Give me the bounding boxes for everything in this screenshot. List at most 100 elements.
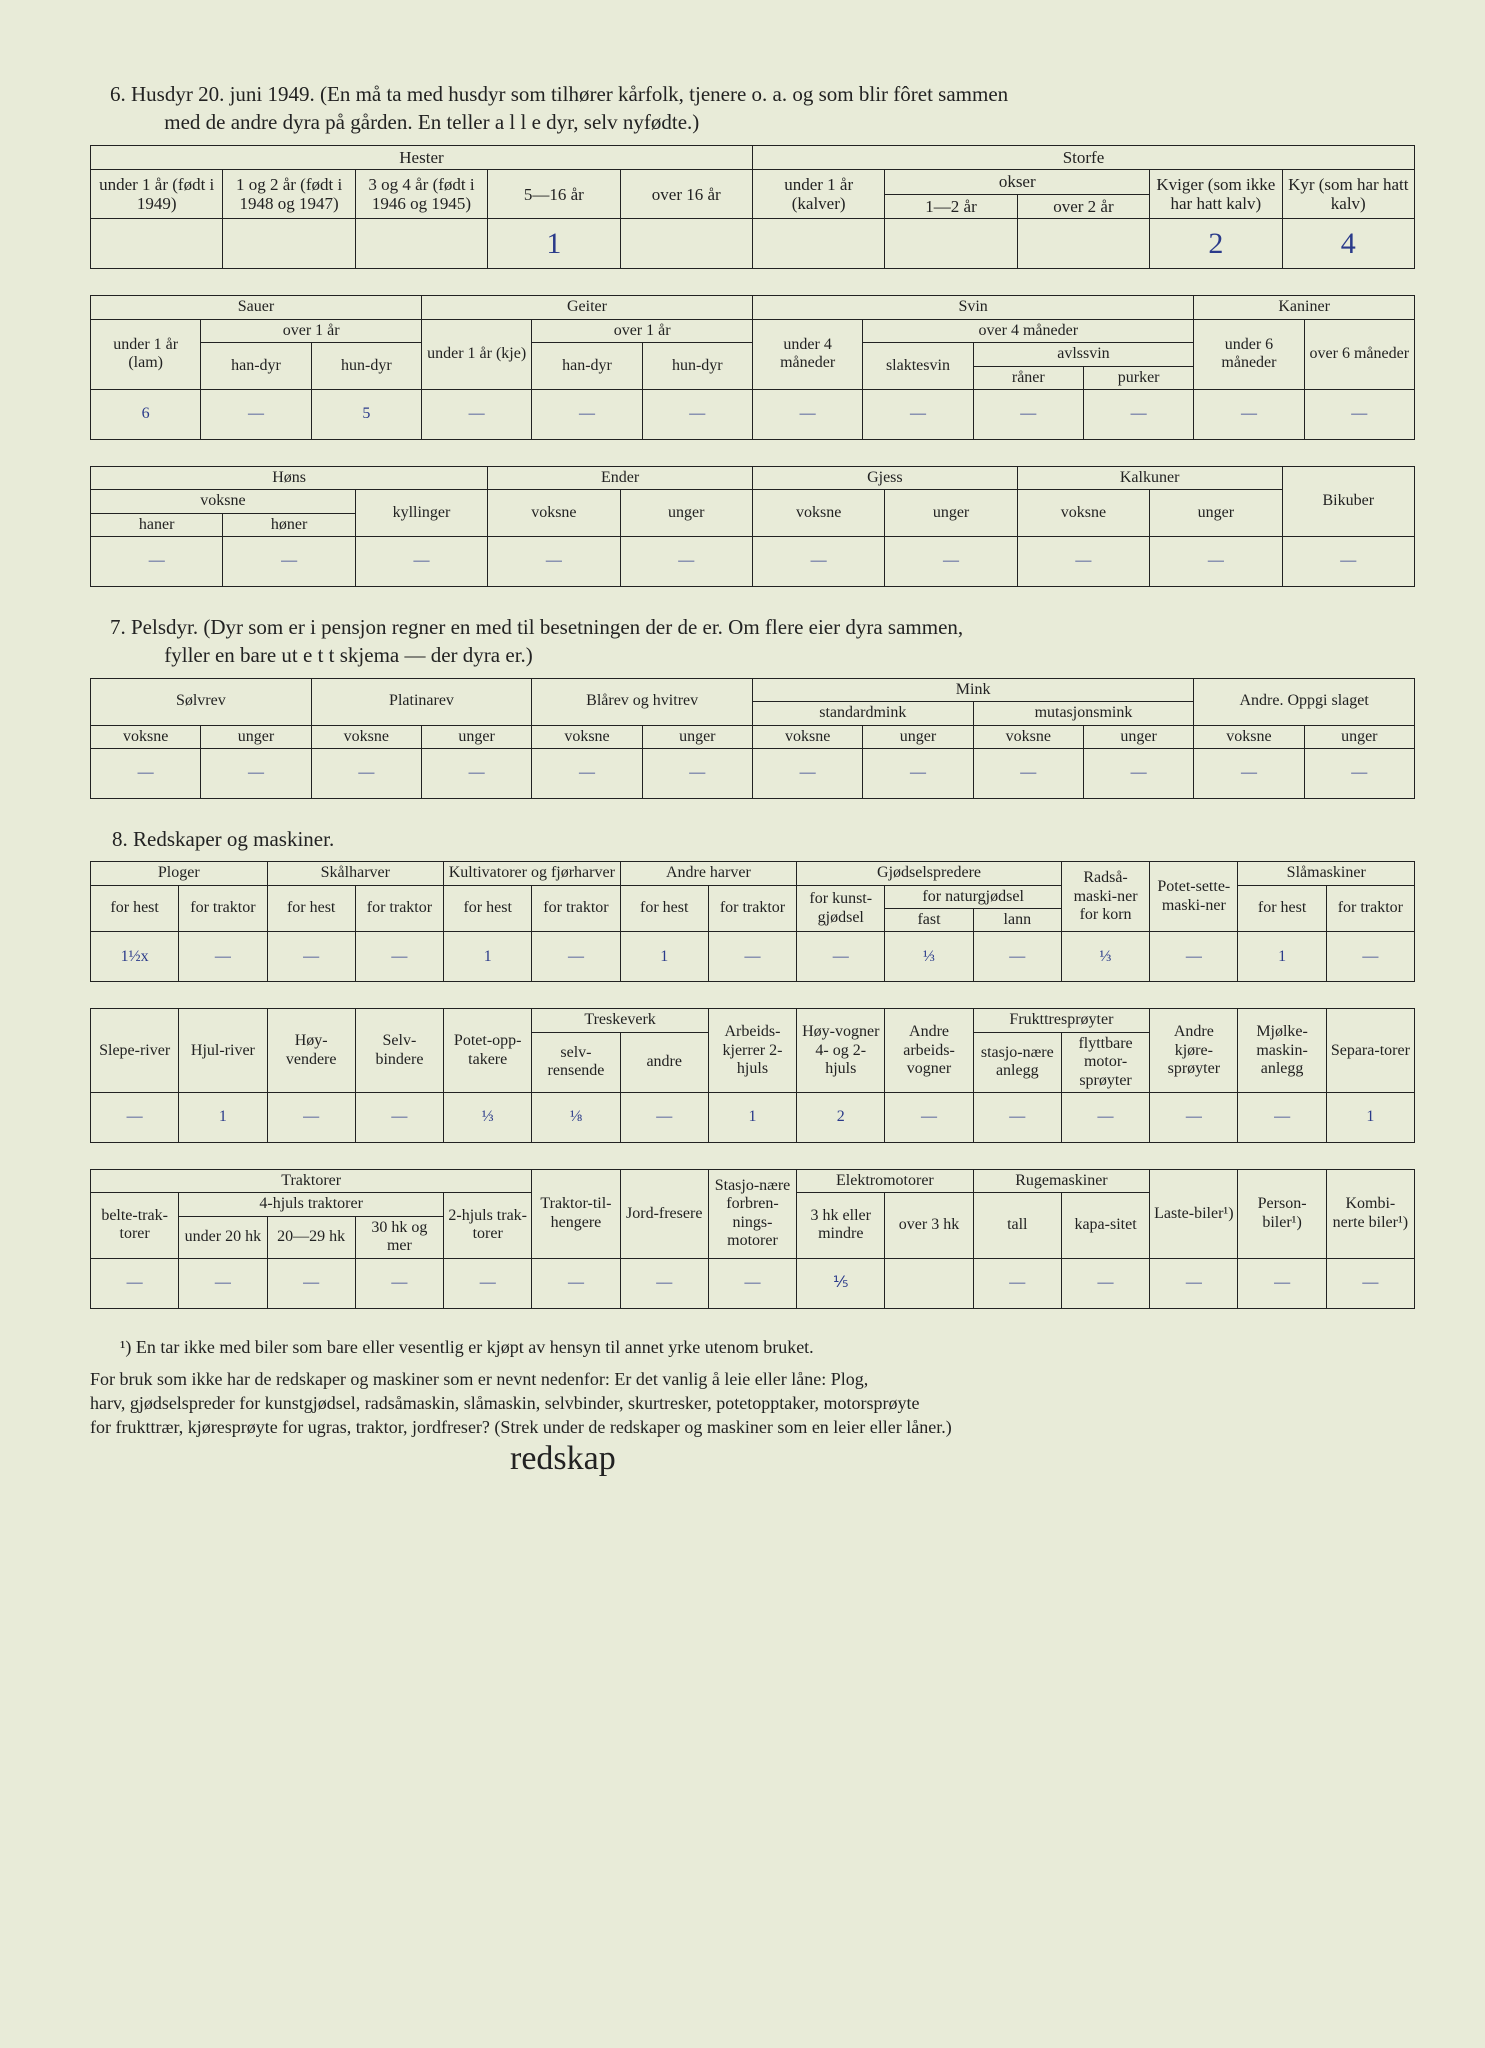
v8b-8: 2 (797, 1093, 885, 1143)
v8a-8: — (797, 932, 885, 982)
v6a-3: 1 (488, 219, 620, 269)
th-hester: Hester (91, 145, 753, 170)
h4: 5—16 år (488, 170, 620, 219)
v6a-8: 2 (1150, 219, 1282, 269)
v2b1: råner (973, 366, 1083, 389)
v8b-11: — (1061, 1093, 1149, 1143)
kjorespr: Andre kjøre-sprøyter (1150, 1009, 1238, 1093)
p-fh: for hest (91, 885, 179, 932)
ruge: Rugemaskiner (973, 1170, 1150, 1193)
gjodsel: Gjødselspredere (797, 862, 1062, 885)
document-page: 6. Husdyr 20. juni 1949. (En må ta med h… (0, 0, 1485, 2048)
tilheng: Traktor-til-hengere (532, 1170, 620, 1259)
g2a: han-dyr (532, 343, 642, 390)
v6b-4: — (532, 389, 642, 439)
v2a: slaktesvin (863, 343, 973, 390)
v8c-14: — (1326, 1258, 1414, 1308)
v8a-13: 1 (1238, 932, 1326, 982)
h9: Kyr (som har hatt kalv) (1282, 170, 1414, 219)
solvrev: Sølvrev (91, 678, 312, 725)
sec8-num: 8. (112, 827, 128, 851)
v8b-14: 1 (1326, 1093, 1414, 1143)
sec8-t: Redskaper og maskiner. (133, 827, 334, 851)
arbeid: Arbeids-kjerrer 2-hjuls (708, 1009, 796, 1093)
v8b-3: — (355, 1093, 443, 1143)
f2a: For bruk som ikke har de redskaper og ma… (90, 1369, 868, 1389)
andre-slag: Andre. Oppgi slaget (1194, 678, 1415, 725)
v7-3: — (421, 748, 531, 798)
u20: under 20 hk (179, 1216, 267, 1258)
g-ender: Ender (488, 466, 753, 489)
v6c-9: — (1282, 537, 1414, 587)
v8b-0: — (91, 1093, 179, 1143)
v6c-4: — (620, 537, 752, 587)
h6: under 1 år (kalver) (752, 170, 884, 219)
h1: under 1 år (født i 1949) (91, 170, 223, 219)
tall: tall (973, 1193, 1061, 1258)
p-v6: voksne (1194, 725, 1304, 748)
table-8b: Slepe-river Hjul-river Høy-vendere Selv-… (90, 1008, 1415, 1143)
v8c-6: — (620, 1258, 708, 1308)
v6c-5: — (752, 537, 884, 587)
v8c-4: — (444, 1258, 532, 1308)
v2b: avlssvin (973, 343, 1194, 366)
v7-5: — (642, 748, 752, 798)
v6b-2: 5 (311, 389, 421, 439)
v6c-0: — (91, 537, 223, 587)
p-u2: unger (421, 725, 531, 748)
eo3: over 3 hk (885, 1193, 973, 1258)
v7-6: — (752, 748, 862, 798)
v7-4: — (532, 748, 642, 798)
g2b: hun-dyr (642, 343, 752, 390)
v6b-10: — (1194, 389, 1304, 439)
h3: 3 og 4 år (født i 1946 og 1945) (355, 170, 487, 219)
v8c-13: — (1238, 1258, 1326, 1308)
e3: 3 hk eller mindre (797, 1193, 885, 1258)
elektro: Elektromotorer (797, 1170, 974, 1193)
gjess-u: unger (885, 490, 1017, 537)
v8c-7: — (708, 1258, 796, 1308)
g-gjess: Gjess (752, 466, 1017, 489)
p-u4: unger (863, 725, 973, 748)
v8c-1: — (179, 1258, 267, 1308)
section6-title-l2: med de andre dyra på gården. En teller a… (164, 110, 699, 134)
p-u3: unger (642, 725, 752, 748)
sec7-t2: fyller en bare ut e t t skjema — der dyr… (164, 643, 533, 667)
ender-v: voksne (488, 490, 620, 537)
table-6b: Sauer Geiter Svin Kaniner under 1 år (la… (90, 295, 1415, 440)
p-v3: voksne (532, 725, 642, 748)
s2a: han-dyr (201, 343, 311, 390)
v2: over 4 måneder (863, 319, 1194, 342)
platinarev: Platinarev (311, 678, 532, 725)
v8b-10: — (973, 1093, 1061, 1143)
v6b-9: — (1083, 389, 1193, 439)
v8a-6: 1 (620, 932, 708, 982)
footnote1: ¹) En tar ikke med biler som bare eller … (90, 1335, 1415, 1359)
v6c-8: — (1150, 537, 1282, 587)
v8c-10: — (973, 1258, 1061, 1308)
fast: fast (885, 909, 973, 932)
g-kaniner: Kaniner (1194, 296, 1415, 319)
ku-fh: for hest (444, 885, 532, 932)
p-u6: unger (1304, 725, 1414, 748)
v7-0: — (91, 748, 201, 798)
skalh: Skålharver (267, 862, 444, 885)
g-geiter: Geiter (421, 296, 752, 319)
kultiv: Kultivatorer og fjørharver (444, 862, 621, 885)
kunst: for kunst-gjødsel (797, 885, 885, 932)
v8b-2: — (267, 1093, 355, 1143)
natur: for naturgjødsel (885, 885, 1062, 908)
v8c-0: — (91, 1258, 179, 1308)
fire: 4-hjuls traktorer (179, 1193, 444, 1216)
lann: lann (973, 909, 1061, 932)
s1: under 1 år (lam) (91, 319, 201, 389)
v8a-3: — (355, 932, 443, 982)
table-6c: Høns Ender Gjess Kalkuner Bikuber voksne… (90, 466, 1415, 587)
h7: okser (885, 170, 1150, 195)
v6c-1: — (223, 537, 355, 587)
person: Person-biler¹) (1238, 1170, 1326, 1259)
handwritten-note: redskap (510, 1440, 1485, 1478)
p-u1: unger (201, 725, 311, 748)
v6c-2: — (355, 537, 487, 587)
v7-11: — (1304, 748, 1414, 798)
